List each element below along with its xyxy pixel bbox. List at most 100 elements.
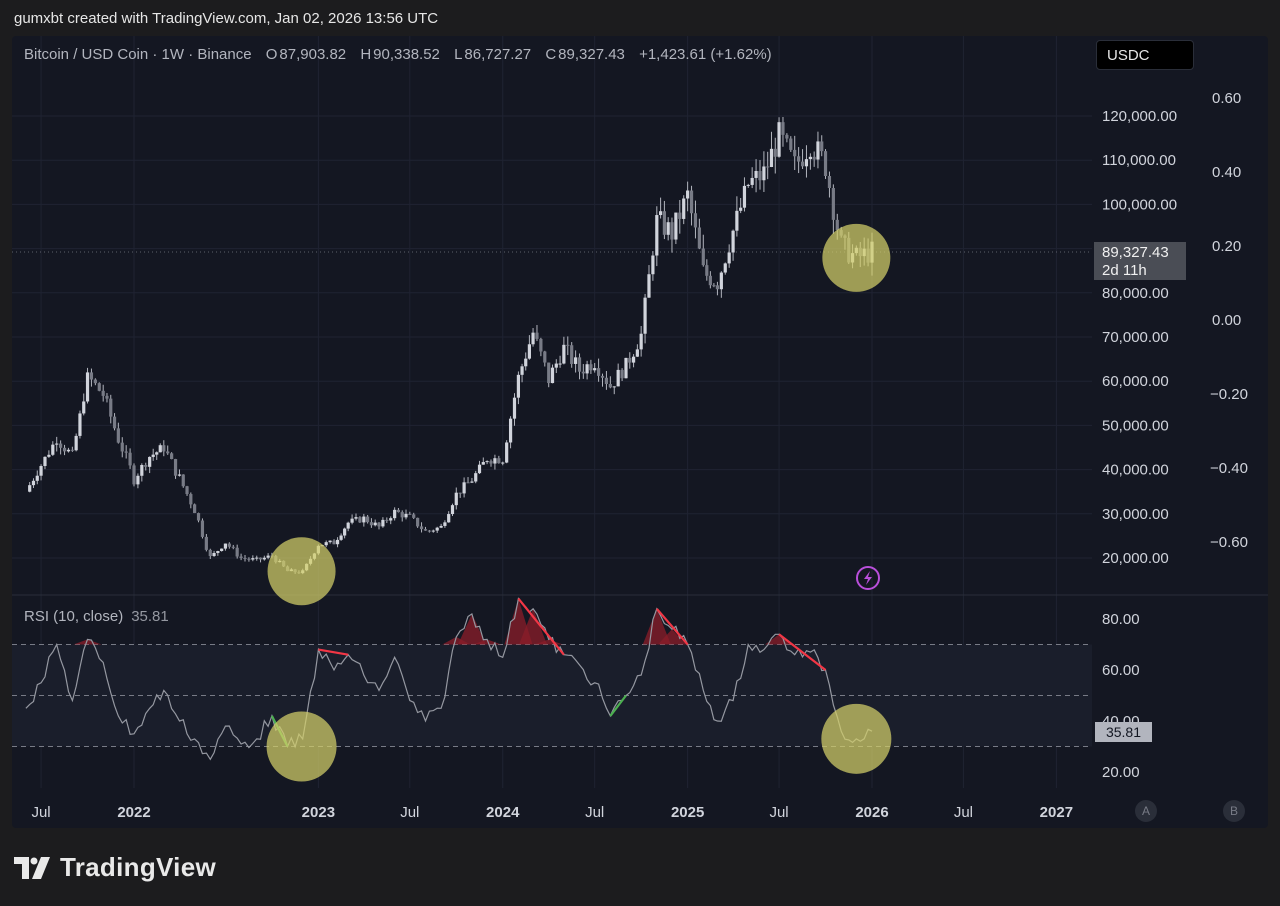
- open-value: 87,903.82: [279, 46, 347, 63]
- candle-body: [497, 458, 501, 464]
- candle-body: [343, 528, 347, 536]
- rsi-label: RSI (10, close): [24, 608, 124, 625]
- candle-body: [51, 444, 55, 455]
- candle-body: [647, 274, 651, 298]
- candle-body: [443, 522, 447, 526]
- price-axis-label: 80,000.00: [1102, 285, 1169, 302]
- open-label: O: [265, 46, 278, 63]
- candle-body: [686, 190, 690, 199]
- candle-body: [562, 344, 566, 364]
- bar-countdown: 2d 11h: [1102, 262, 1147, 279]
- price-axis-label: 70,000.00: [1102, 329, 1169, 346]
- secondary-axis-label: 0.60: [1212, 90, 1241, 107]
- candle-body: [797, 156, 801, 162]
- candle-body: [158, 445, 162, 453]
- chart-canvas[interactable]: 120,000.00 110,000.00 100,000.00 80,000.00 7…: [12, 36, 1268, 828]
- candle-body: [181, 474, 185, 487]
- candle-body: [155, 452, 159, 455]
- candle-body: [109, 398, 113, 417]
- chart-panel[interactable]: 120,000.00 110,000.00 100,000.00 80,000.00 7…: [12, 36, 1268, 828]
- candles: [28, 117, 874, 575]
- candle-body: [766, 166, 770, 168]
- candle-body: [531, 332, 535, 345]
- divergence-lines: [270, 597, 827, 748]
- bearish-divergence-line: [655, 608, 689, 646]
- high-value: 90,338.52: [373, 46, 440, 63]
- candle-body: [777, 122, 781, 157]
- candle-body: [189, 494, 193, 505]
- time-axis-label: 2023: [302, 804, 335, 821]
- candle-body: [62, 447, 67, 452]
- candle-body: [547, 362, 551, 384]
- candle-body: [719, 272, 723, 290]
- candle-body: [93, 379, 97, 384]
- candle-body: [258, 557, 263, 560]
- candle-body: [631, 356, 636, 363]
- last-price: 89,327.43: [1102, 244, 1169, 261]
- candle-body: [574, 357, 578, 364]
- time-axis-label: Jul: [400, 804, 419, 821]
- candle-body: [585, 364, 589, 374]
- candle-body: [715, 285, 720, 290]
- candle-body: [689, 190, 694, 214]
- candle-body: [474, 473, 478, 482]
- candle-body: [682, 198, 686, 219]
- price-axis-label: 50,000.00: [1102, 417, 1169, 434]
- candle-body: [808, 156, 812, 160]
- brand[interactable]: TradingView: [14, 852, 216, 883]
- candle-body: [66, 449, 71, 452]
- candle-body: [742, 185, 747, 208]
- rsi-axis-label: 80.00: [1102, 611, 1140, 628]
- candle-body: [185, 486, 189, 495]
- candle-body: [116, 428, 120, 443]
- candle-body: [177, 474, 182, 476]
- axis-button-b[interactable]: B: [1223, 800, 1245, 822]
- candle-body: [419, 526, 424, 530]
- candle-body: [173, 459, 178, 476]
- candle-body: [89, 372, 94, 380]
- candle-body: [193, 504, 197, 514]
- candle-body: [366, 516, 370, 523]
- secondary-axis-label: 0.20: [1212, 238, 1241, 255]
- axis-button-a[interactable]: A: [1135, 800, 1157, 822]
- price-axis-label: 120,000.00: [1102, 108, 1177, 125]
- candle-body: [581, 371, 585, 374]
- candle-body: [823, 151, 828, 176]
- candle-body: [124, 451, 128, 453]
- candle-body: [670, 222, 674, 240]
- time-axis-label: 2026: [855, 804, 888, 821]
- secondary-axis-label: 0.40: [1212, 164, 1241, 181]
- candle-body: [612, 386, 616, 388]
- candle-body: [47, 454, 51, 457]
- secondary-axis-label: −0.20: [1210, 386, 1248, 403]
- candle-body: [70, 449, 74, 451]
- candle-body: [251, 558, 255, 560]
- candle-body: [812, 156, 816, 160]
- symbol-legend: Bitcoin / USD Coin · 1W · Binance O 87,90…: [24, 46, 774, 63]
- candle-body: [346, 522, 350, 529]
- candle-body: [589, 364, 593, 371]
- price-axis-label: 110,000.00: [1102, 152, 1176, 169]
- bearish-divergence-line: [517, 597, 565, 656]
- candle-body: [235, 547, 239, 557]
- candle-body: [624, 357, 628, 379]
- candle-body: [735, 210, 739, 231]
- candle-body: [151, 454, 155, 457]
- quote-currency-badge[interactable]: USDC: [1096, 40, 1194, 70]
- candle-body: [762, 166, 766, 181]
- rsi-axis-label: 60.00: [1102, 662, 1140, 679]
- candle-body: [608, 383, 612, 388]
- candle-body: [369, 522, 374, 526]
- candle-body: [701, 248, 705, 266]
- candle-body: [435, 527, 439, 531]
- candle-body: [74, 435, 78, 451]
- candle-body: [712, 285, 716, 287]
- candle-body: [466, 482, 470, 484]
- candle-body: [39, 466, 43, 476]
- candle-body: [827, 175, 832, 189]
- candle-body: [635, 349, 639, 357]
- candle-body: [643, 297, 647, 334]
- candle-body: [693, 213, 698, 228]
- candle-body: [554, 363, 558, 368]
- rsi-line: [25, 597, 873, 761]
